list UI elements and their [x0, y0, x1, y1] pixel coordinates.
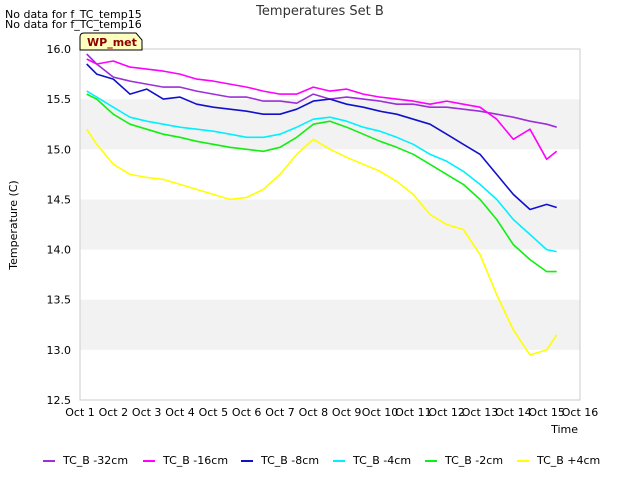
x-tick-label: Oct 10	[362, 406, 399, 419]
grid-band	[80, 249, 580, 300]
x-axis-label: Time	[550, 423, 578, 436]
x-tick-label: Oct 12	[428, 406, 465, 419]
legend-label: TC_B -16cm	[163, 454, 229, 467]
x-tick-label: Oct 3	[132, 406, 162, 419]
series-line-tc-b-4cm	[86, 90, 557, 253]
y-tick-labels: 12.5 13.0 13.5 14.0 14.5 15.0 15.5 16.0	[47, 43, 72, 407]
x-tick-label: Oct 2	[99, 406, 129, 419]
wp-met-badge: WP_met	[79, 32, 143, 51]
x-tick-label: Oct 9	[332, 406, 362, 419]
x-tick-label: Oct 15	[528, 406, 565, 419]
series-line-tc-b-8cm	[86, 63, 557, 211]
legend-swatch	[517, 460, 529, 462]
plot-frame	[79, 48, 581, 401]
legend-swatch	[241, 460, 253, 462]
badge-text: WP_met	[87, 36, 137, 49]
legend: TC_B -32cm TC_B -16cm TC_B -8cm TC_B -4c…	[0, 452, 640, 470]
series-line-tc-b-16cm	[86, 58, 558, 161]
no-data-note-2: No data for f_TC_temp16	[5, 18, 142, 31]
x-tick-label: Oct 16	[562, 406, 599, 419]
y-tick-label: 13.0	[47, 344, 72, 357]
legend-label: TC_B +4cm	[537, 454, 601, 467]
x-tick-label: Oct 8	[299, 406, 329, 419]
y-tick-label: 15.0	[47, 143, 72, 156]
x-tick-label: Oct 6	[232, 406, 262, 419]
grid-bands	[80, 49, 580, 400]
legend-swatch	[425, 460, 437, 462]
grid-band	[80, 99, 580, 150]
legend-label: TC_B -32cm	[63, 454, 129, 467]
y-tick-label: 13.5	[47, 294, 72, 307]
grid-band	[80, 349, 580, 400]
x-tick-label: Oct 7	[265, 406, 295, 419]
legend-swatch	[333, 460, 345, 462]
legend-label: TC_B -8cm	[261, 454, 320, 467]
series-lines	[86, 53, 558, 356]
x-tick-label: Oct 14	[495, 406, 532, 419]
y-axis-label: Temperature (C)	[7, 180, 20, 270]
badge-shape	[79, 32, 143, 51]
x-tick-label: Oct 1	[65, 406, 95, 419]
no-data-note-1: No data for f_TC_temp15	[5, 8, 142, 21]
x-tick-label: Oct 4	[165, 406, 195, 419]
chart-title: Temperatures Set B	[255, 4, 384, 19]
series-line-tc-b-32cm	[86, 53, 557, 128]
x-tick-label: Oct 13	[462, 406, 499, 419]
legend-label: TC_B -2cm	[445, 454, 504, 467]
x-tick-labels: Oct 1 Oct 2 Oct 3 Oct 4 Oct 5 Oct 6 Oct 7 Oct 8…	[65, 406, 598, 419]
y-tick-label: 16.0	[47, 43, 72, 56]
legend-swatch	[43, 460, 55, 462]
legend-label: TC_B -4cm	[353, 454, 412, 467]
legend-swatch	[143, 460, 155, 462]
y-tick-label: 14.0	[47, 244, 72, 257]
grid-band	[80, 299, 580, 350]
y-tick-label: 15.5	[47, 93, 72, 106]
y-tick-label: 12.5	[47, 394, 72, 407]
series-line-tc-b-+4cm	[86, 128, 558, 356]
y-tick-label: 14.5	[47, 193, 72, 206]
grid-band	[80, 149, 580, 200]
grid-band	[80, 199, 580, 250]
series-line-tc-b-2cm	[86, 93, 557, 273]
x-tick-label: Oct 11	[395, 406, 432, 419]
x-tick-label: Oct 5	[199, 406, 229, 419]
